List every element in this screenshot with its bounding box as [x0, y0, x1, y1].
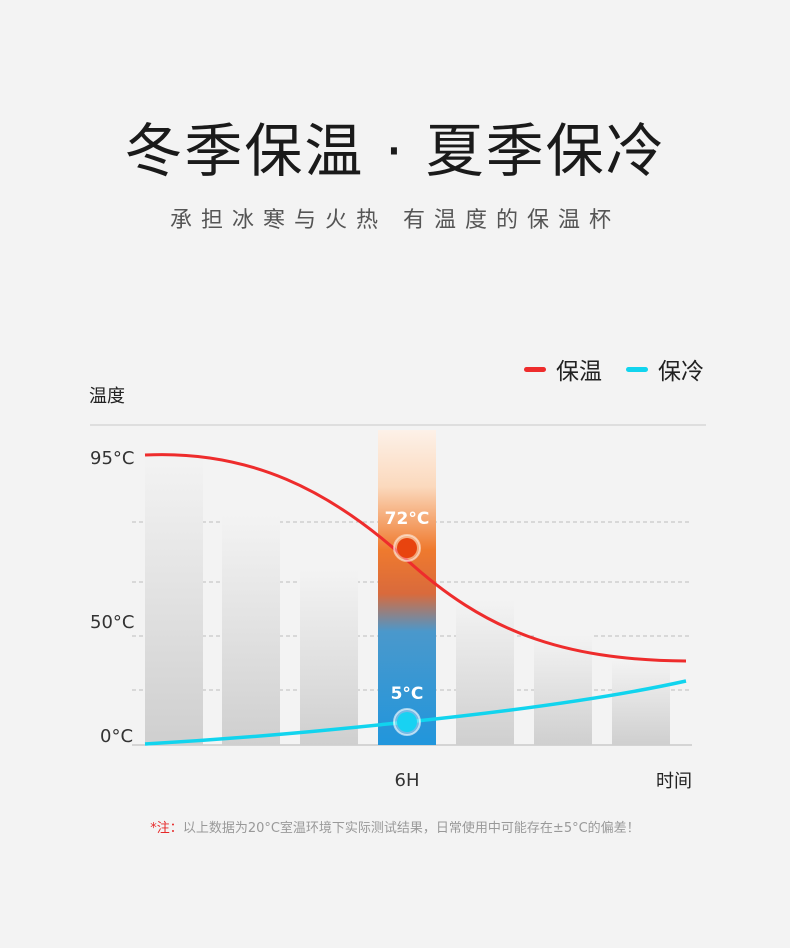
bar-3 — [300, 570, 358, 745]
y-tick-label: 50°C — [90, 612, 134, 633]
point-warm-6h — [397, 538, 417, 558]
legend-label-warm: 保温 — [556, 359, 602, 385]
chart-legend: 保温 保冷 — [524, 352, 704, 386]
bar-1 — [145, 455, 203, 745]
bar-5 — [456, 600, 514, 745]
bar-7 — [612, 660, 670, 745]
y-axis-label: 温度 — [89, 386, 125, 407]
footnote-text: 以上数据为20°C室温环境下实际测试结果，日常使用中可能存在±5°C的偏差！ — [182, 821, 640, 836]
footnote-mark: *注： — [150, 821, 183, 836]
point-cold-6h — [397, 712, 417, 732]
legend-swatch-warm — [524, 366, 546, 372]
bar-highlight-6h — [378, 430, 436, 745]
legend-item-warm: 保温 — [524, 352, 602, 386]
y-tick-label: 95°C — [90, 448, 134, 469]
x-axis-label: 时间 — [656, 771, 692, 792]
bar-6 — [534, 635, 592, 745]
x-tick-label: 6H — [395, 770, 420, 791]
y-tick-label: 0°C — [100, 726, 133, 747]
data-label-warm: 72°C — [385, 509, 430, 529]
page-subtitle: 承担冰寒与火热 有温度的保温杯 — [170, 208, 620, 233]
legend-label-cold: 保冷 — [658, 359, 704, 385]
legend-swatch-cold — [626, 366, 648, 372]
footnote: *注：以上数据为20°C室温环境下实际测试结果，日常使用中可能存在±5°C的偏差… — [0, 817, 790, 836]
data-label-cold: 5°C — [391, 684, 424, 704]
bar-2 — [222, 515, 280, 745]
legend-item-cold: 保冷 — [626, 352, 704, 386]
page-title: 冬季保温 · 夏季保冷 — [124, 117, 666, 185]
